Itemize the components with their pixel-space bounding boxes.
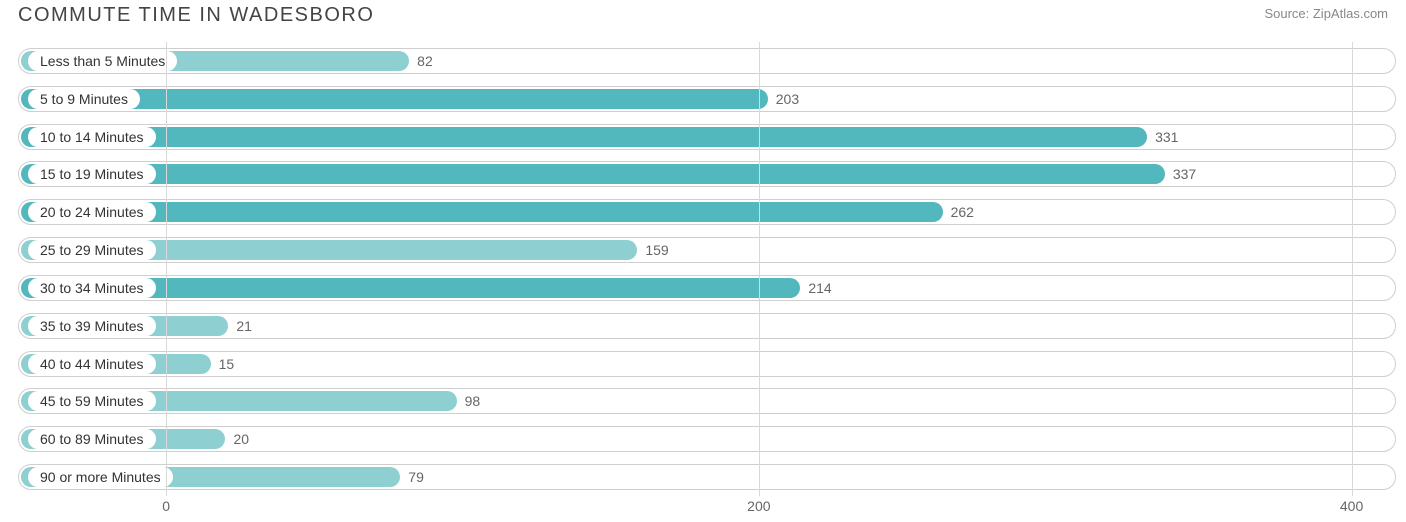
grid-line [759, 42, 760, 496]
bar-category-label: 45 to 59 Minutes [28, 391, 156, 411]
bar-row: 60 to 89 Minutes 20 [18, 424, 1396, 454]
bar-row: 45 to 59 Minutes 98 [18, 386, 1396, 416]
bar-category-label: 90 or more Minutes [28, 467, 173, 487]
bar-category-label: 60 to 89 Minutes [28, 429, 156, 449]
bar-value-label: 20 [233, 431, 249, 447]
bar-row: 30 to 34 Minutes 214 [18, 273, 1396, 303]
bar-category-label: 35 to 39 Minutes [28, 316, 156, 336]
bar-row: 90 or more Minutes 79 [18, 462, 1396, 492]
bar-category-label: 10 to 14 Minutes [28, 127, 156, 147]
bar-fill [21, 202, 943, 222]
bar-category-label: 40 to 44 Minutes [28, 354, 156, 374]
bar-row: 35 to 39 Minutes 21 [18, 311, 1396, 341]
bar-value-label: 214 [808, 280, 831, 296]
bar-category-label: Less than 5 Minutes [28, 51, 177, 71]
bar-row: 15 to 19 Minutes 337 [18, 159, 1396, 189]
x-axis: 0 200 400 [18, 498, 1396, 518]
bar-value-label: 159 [645, 242, 668, 258]
bar-category-label: 20 to 24 Minutes [28, 202, 156, 222]
grid-line [166, 42, 167, 496]
bar-row: 40 to 44 Minutes 15 [18, 349, 1396, 379]
bar-row: 10 to 14 Minutes 331 [18, 122, 1396, 152]
bar-category-label: 5 to 9 Minutes [28, 89, 140, 109]
bar-fill [21, 127, 1147, 147]
chart-source: Source: ZipAtlas.com [1264, 4, 1388, 21]
bar-category-label: 25 to 29 Minutes [28, 240, 156, 260]
bar-row: 20 to 24 Minutes 262 [18, 197, 1396, 227]
bar-value-label: 337 [1173, 166, 1196, 182]
x-tick-label: 400 [1340, 498, 1363, 514]
bar-category-label: 15 to 19 Minutes [28, 164, 156, 184]
x-tick-label: 200 [747, 498, 770, 514]
bar-fill [21, 164, 1165, 184]
bar-category-label: 30 to 34 Minutes [28, 278, 156, 298]
chart-plot-area: Less than 5 Minutes 82 5 to 9 Minutes 203 10… [18, 42, 1396, 496]
chart-title: COMMUTE TIME IN WADESBORO [18, 4, 374, 27]
bar-value-label: 262 [951, 204, 974, 220]
bar-value-label: 21 [236, 318, 252, 334]
bar-value-label: 331 [1155, 129, 1178, 145]
bar-value-label: 82 [417, 53, 433, 69]
x-tick-label: 0 [162, 498, 170, 514]
bar-value-label: 203 [776, 91, 799, 107]
bar-row: Less than 5 Minutes 82 [18, 46, 1396, 76]
bar-value-label: 98 [465, 393, 481, 409]
grid-line [1352, 42, 1353, 496]
bar-row: 25 to 29 Minutes 159 [18, 235, 1396, 265]
bar-value-label: 79 [408, 469, 424, 485]
bar-value-label: 15 [219, 356, 235, 372]
chart-header: COMMUTE TIME IN WADESBORO Source: ZipAtl… [0, 0, 1406, 36]
bar-row: 5 to 9 Minutes 203 [18, 84, 1396, 114]
bars-container: Less than 5 Minutes 82 5 to 9 Minutes 203 10… [18, 46, 1396, 492]
